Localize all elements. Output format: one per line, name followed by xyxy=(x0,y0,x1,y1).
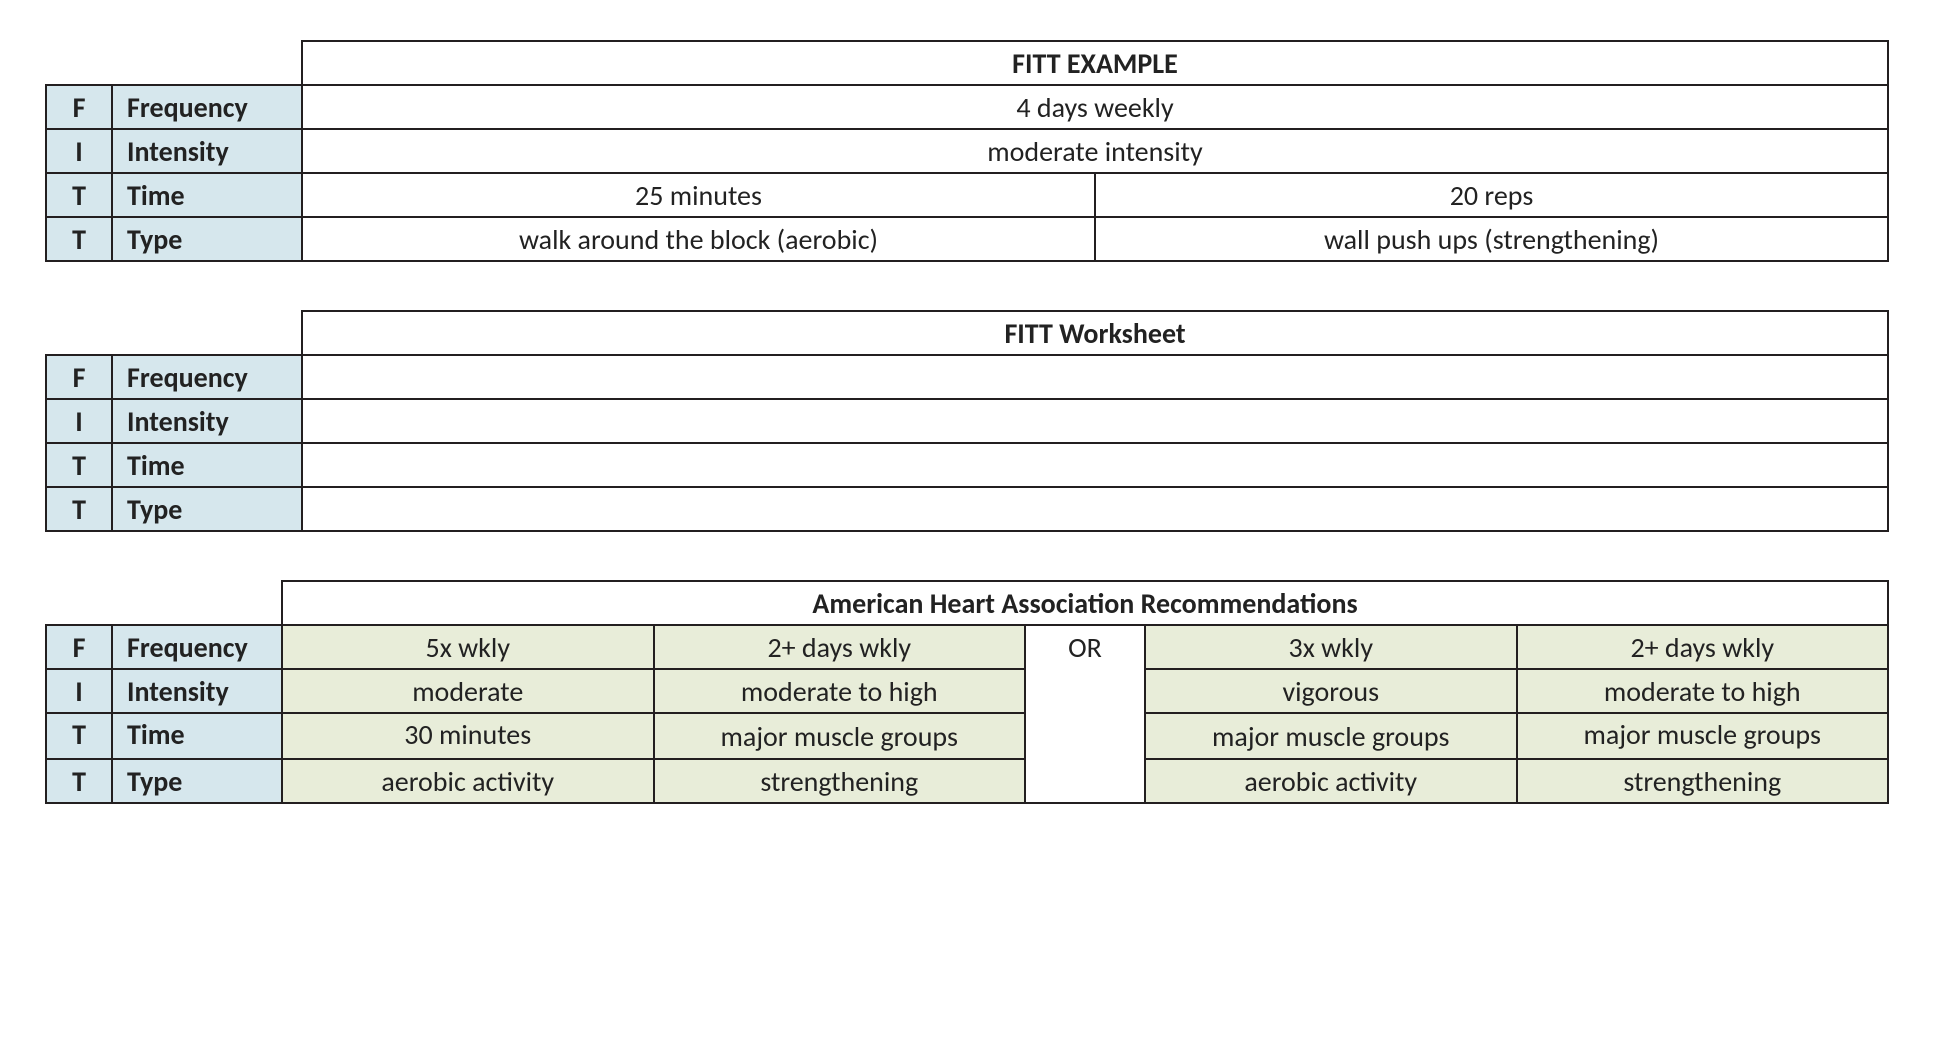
cell: walk around the block (aerobic) xyxy=(302,217,1095,261)
row-label: Frequency xyxy=(112,85,302,129)
cell xyxy=(302,355,1888,399)
row-label: Time xyxy=(112,713,282,759)
cell xyxy=(302,443,1888,487)
table-row: T Time 25 minutes 20 reps xyxy=(46,173,1888,217)
table-row: I Intensity xyxy=(46,399,1888,443)
row-letter: I xyxy=(46,669,112,713)
table-row: F Frequency xyxy=(46,355,1888,399)
cell: 30 minutes xyxy=(282,713,654,759)
cell: strengthening xyxy=(1517,759,1889,803)
row-label: Frequency xyxy=(112,625,282,669)
row-label: Type xyxy=(112,217,302,261)
table-row: T Time xyxy=(46,443,1888,487)
row-letter: T xyxy=(46,487,112,531)
spacer xyxy=(112,41,302,85)
row-letter: T xyxy=(46,217,112,261)
table-row: T Type xyxy=(46,487,1888,531)
table-row: I Intensity moderate intensity xyxy=(46,129,1888,173)
cell: major muscle groups xyxy=(1517,713,1889,759)
table-row: T Time 30 minutes major muscle groups ma… xyxy=(46,713,1888,759)
cell xyxy=(302,399,1888,443)
cell xyxy=(302,487,1888,531)
cell: vigorous xyxy=(1145,669,1517,713)
cell: major muscle groups xyxy=(1145,713,1517,759)
spacer xyxy=(46,581,112,625)
cell: 4 days weekly xyxy=(302,85,1888,129)
row-letter: T xyxy=(46,443,112,487)
cell: moderate to high xyxy=(1517,669,1889,713)
cell: 3x wkly xyxy=(1145,625,1517,669)
cell: wall push ups (strengthening) xyxy=(1095,217,1888,261)
table-row: F Frequency 4 days weekly xyxy=(46,85,1888,129)
row-label: Time xyxy=(112,443,302,487)
table-row: I Intensity moderate moderate to high vi… xyxy=(46,669,1888,713)
row-letter: T xyxy=(46,759,112,803)
row-label: Frequency xyxy=(112,355,302,399)
row-letter: T xyxy=(46,713,112,759)
row-letter: F xyxy=(46,625,112,669)
or-separator: OR xyxy=(1025,625,1145,803)
cell: moderate xyxy=(282,669,654,713)
cell: 2+ days wkly xyxy=(654,625,1026,669)
cell: 25 minutes xyxy=(302,173,1095,217)
row-letter: I xyxy=(46,399,112,443)
row-letter: F xyxy=(46,85,112,129)
row-label: Intensity xyxy=(112,129,302,173)
spacer xyxy=(112,581,282,625)
row-label: Time xyxy=(112,173,302,217)
row-letter: I xyxy=(46,129,112,173)
row-label: Type xyxy=(112,487,302,531)
table-row: American Heart Association Recommendatio… xyxy=(46,581,1888,625)
table-title: FITT Worksheet xyxy=(302,311,1888,355)
aha-recommendations-table: American Heart Association Recommendatio… xyxy=(45,580,1889,804)
table-title: FITT EXAMPLE xyxy=(302,41,1888,85)
cell: 20 reps xyxy=(1095,173,1888,217)
row-label: Intensity xyxy=(112,669,282,713)
table-row: T Type walk around the block (aerobic) w… xyxy=(46,217,1888,261)
table-row: FITT Worksheet xyxy=(46,311,1888,355)
cell: strengthening xyxy=(654,759,1026,803)
table-row: F Frequency 5x wkly 2+ days wkly OR 3x w… xyxy=(46,625,1888,669)
row-letter: T xyxy=(46,173,112,217)
cell: aerobic activity xyxy=(282,759,654,803)
table-title: American Heart Association Recommendatio… xyxy=(282,581,1888,625)
cell: aerobic activity xyxy=(1145,759,1517,803)
cell: 2+ days wkly xyxy=(1517,625,1889,669)
spacer xyxy=(112,311,302,355)
cell: major muscle groups xyxy=(654,713,1026,759)
row-label: Type xyxy=(112,759,282,803)
table-row: FITT EXAMPLE xyxy=(46,41,1888,85)
row-label: Intensity xyxy=(112,399,302,443)
spacer xyxy=(46,41,112,85)
spacer xyxy=(46,311,112,355)
row-letter: F xyxy=(46,355,112,399)
fitt-worksheet-table: FITT Worksheet F Frequency I Intensity T… xyxy=(45,310,1889,532)
table-row: T Type aerobic activity strengthening ae… xyxy=(46,759,1888,803)
cell: 5x wkly xyxy=(282,625,654,669)
cell: moderate intensity xyxy=(302,129,1888,173)
cell: moderate to high xyxy=(654,669,1026,713)
fitt-example-table: FITT EXAMPLE F Frequency 4 days weekly I… xyxy=(45,40,1889,262)
